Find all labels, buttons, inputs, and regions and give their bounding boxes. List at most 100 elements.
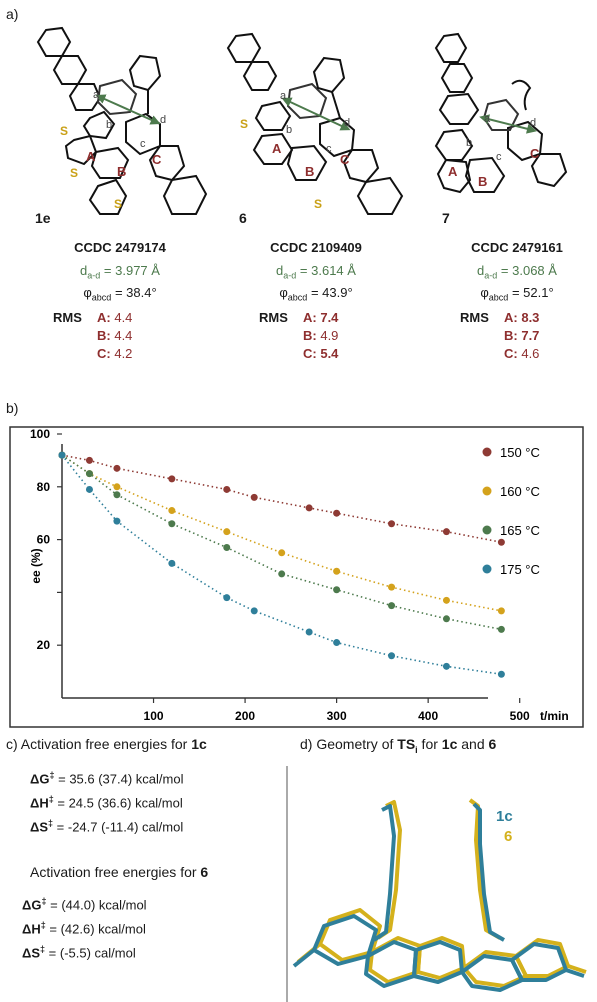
ring-a-label: A [272,141,282,156]
rms-row: A: 7.4 [303,310,338,325]
ee-kinetics-chart: 20 60 80 100 100 200 300 400 500 t/min ee (%) 150 °… [9,426,584,728]
legend-label: 160 °C [500,484,540,499]
geometry-1c [292,802,585,992]
ccdc-number: CCDC 2479161 [471,240,563,255]
data-point [278,549,286,557]
data-point [442,662,450,670]
energy-value: = (-5.5) cal/mol [48,945,136,961]
energy-value: = (44.0) kcal/mol [50,897,147,913]
data-point [333,509,341,517]
energy-row: ΔH‡ = (42.6) kcal/mol [22,920,147,944]
panel-d-and: and [457,736,489,752]
panel-d-title-mid: for [417,736,442,752]
series-line-3 [61,454,502,676]
data-point [113,491,121,499]
energy-row: ΔG‡ = (44.0) kcal/mol [22,896,147,920]
data-point [113,483,121,491]
x-tick-label: 400 [418,709,438,723]
legend-marker [482,564,492,574]
data-point [333,639,341,647]
energies-1c: ΔG‡ = 35.6 (37.4) kcal/mol ΔH‡ = 24.5 (36… [30,770,183,842]
d-value: = 3.068 Å [500,263,557,278]
rms-value: 4.4 [114,310,133,326]
atom-c-label: c [496,151,502,163]
compound-name: 7 [442,210,450,226]
data-point [442,615,450,623]
molecular-structures: a b c d A B C S S S a b c d A B C S S [36,26,568,215]
y-tick-label: 100 [30,427,50,441]
energy-row: ΔS‡ = -24.7 (-11.4) cal/mol [30,818,183,842]
data-point [388,652,396,660]
data-point [113,517,121,525]
atom-a-label: a [484,113,491,125]
sulfur-label: S [60,124,68,138]
x-tick-label: 200 [235,709,255,723]
legend-marker [482,447,492,457]
rms-ring: B: [303,328,317,344]
x-tick-label: 100 [144,709,164,723]
d-prefix: d [80,263,88,278]
energy-symbol: ΔH [30,795,49,811]
ring-a-label: A [448,164,458,179]
panel-c-subtitle-cmpd: 6 [200,864,209,880]
ts-symbol: TS [397,736,416,752]
atom-a-label: a [280,90,287,102]
energies-6: ΔG‡ = (44.0) kcal/mol ΔH‡ = (42.6) kcal/m… [22,896,147,968]
rms-ring: C: [97,346,111,362]
data-point [388,583,396,591]
atom-b-label: b [286,124,292,136]
rms-ring: A: [97,310,111,326]
data-point [113,464,121,472]
x-axis-label: t/min [540,709,569,723]
y-tick-label: 60 [37,533,51,547]
distance-ad: da-d = 3.977 Å [35,263,205,281]
phi-sub: abcd [488,292,509,303]
geometry-6 [296,798,587,988]
distance-ad: da-d = 3.614 Å [231,263,401,281]
compound-name: 1e [35,210,51,226]
energy-value: = 24.5 (36.6) kcal/mol [57,795,183,811]
d-sub: a-d [484,270,498,281]
x-tick-label: 500 [510,709,530,723]
rms-row: B: 4.9 [303,328,338,343]
energy-sup: ‡ [41,896,47,906]
dihedral-abcd: φabcd = 38.4° [35,285,205,303]
data-point [442,528,450,536]
data-point [250,493,258,501]
rms-ring: A: [504,310,518,326]
data-point [168,475,176,483]
compound-info-1: 6 CCDC 2109409 da-d = 3.614 Å φabcd = 43.9°… [231,210,401,370]
data-point [333,567,341,575]
data-point [223,485,231,493]
energy-sup: ‡ [40,920,46,930]
energy-sup: ‡ [40,944,46,954]
chart-frame [9,426,584,728]
d-value: = 3.614 Å [299,263,356,278]
d-sub: a-d [283,270,297,281]
ts-sub: i [415,744,418,755]
data-point [497,625,505,633]
rms-row: C: 5.4 [303,346,338,361]
rms-value: 8.3 [521,310,540,326]
data-point [442,596,450,604]
energy-row: ΔG‡ = 35.6 (37.4) kcal/mol [30,770,183,794]
data-point [497,607,505,615]
compound-name: 6 [239,210,247,226]
dihedral-abcd: φabcd = 52.1° [432,285,597,303]
panel-c-subtitle-text: Activation free energies for [30,864,201,880]
rms-value: 4.4 [114,328,133,344]
structure-7-labels: a b c d A B C [448,113,540,189]
energy-symbol: ΔS [22,945,41,961]
legend-label: 150 °C [500,445,540,460]
ts-geometry-overlay [292,798,587,992]
ring-c-label: C [152,152,162,167]
sulfur-label: S [70,166,78,180]
sulfur-label: S [240,117,248,131]
energy-value: = -24.7 (-11.4) cal/mol [56,819,184,835]
panel-d-title-text: Geometry of [316,736,398,752]
energy-value: = (42.6) kcal/mol [49,921,146,937]
phi-value: = 38.4° [114,284,157,300]
y-axis-label: ee (%) [29,548,43,583]
energy-symbol: ΔG [22,897,42,913]
energy-symbol: ΔG [30,771,50,787]
